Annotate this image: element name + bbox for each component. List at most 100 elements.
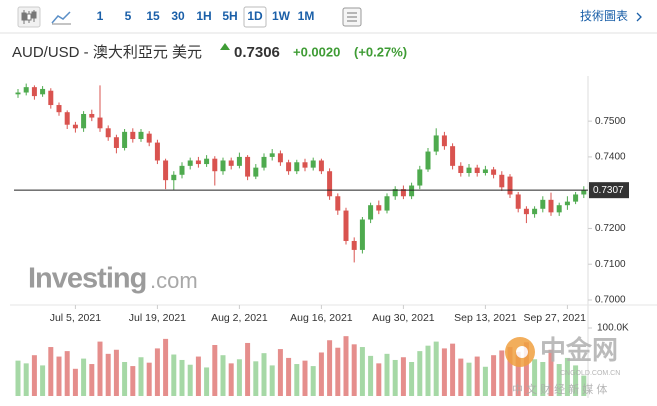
volume-bar: [179, 359, 185, 396]
candle-body: [417, 169, 423, 186]
volume-bar: [507, 347, 513, 396]
brand-suffix: .com: [150, 268, 198, 293]
volume-bar: [351, 344, 357, 396]
volume-bar: [499, 350, 505, 396]
interval-button[interactable]: 15: [146, 9, 160, 23]
quote-change: +0.0020: [293, 44, 340, 59]
candle-body: [499, 174, 505, 188]
candle-body: [359, 219, 365, 250]
candle-body: [335, 196, 341, 211]
candle-body: [318, 160, 324, 172]
volume-bar: [261, 353, 267, 396]
volume-bar: [441, 348, 447, 396]
volume-bar: [310, 366, 316, 396]
quote-price: 0.7306: [234, 44, 280, 61]
volume-bar: [335, 347, 341, 396]
volume-bar: [392, 359, 398, 396]
price-label-box: [589, 182, 629, 199]
volume-bar: [417, 351, 423, 396]
interval-button[interactable]: 1W: [272, 9, 291, 23]
x-tick-label: Aug 30, 2021: [372, 312, 435, 324]
interval-button[interactable]: 5: [125, 9, 132, 23]
candle-body: [187, 160, 193, 166]
candle-body: [228, 160, 234, 166]
candle-body: [261, 156, 267, 168]
candle-body: [548, 199, 554, 213]
interval-button[interactable]: 1M: [298, 9, 315, 23]
volume-bar: [48, 347, 54, 396]
volume-bar: [302, 360, 308, 396]
volume-bar: [343, 336, 349, 396]
x-tick-label: Sep 13, 2021: [454, 312, 517, 324]
volume-bar: [581, 375, 587, 396]
volume-bar: [245, 342, 251, 396]
candle-body: [425, 151, 431, 170]
volume-bar: [138, 357, 144, 396]
x-tick-label: Jul 5, 2021: [50, 312, 102, 324]
volume-bar: [187, 364, 193, 396]
candle-body: [23, 87, 29, 93]
volume-bar: [368, 355, 374, 396]
interval-button[interactable]: 1: [97, 9, 104, 23]
volume-bar: [318, 352, 324, 396]
candle-body: [195, 160, 201, 165]
candle-body: [286, 162, 292, 172]
volume-bar: [433, 341, 439, 396]
quote-change-percent: (+0.27%): [354, 44, 407, 59]
plot: 1 5 15 30 1H 5H 1D 1W 1M0.75000.74000.72000.7100…: [14, 6, 629, 396]
volume-bar: [122, 362, 128, 396]
candle-body: [581, 190, 587, 195]
site-logo-text: 中金网: [540, 335, 618, 365]
volume-bar: [40, 365, 46, 396]
volume-bar: [474, 356, 480, 396]
candle-body: [466, 167, 472, 174]
candle-body: [376, 205, 382, 211]
volume-bar: [220, 355, 226, 396]
table-icon-lines: [347, 12, 357, 22]
site-watermark: 中金网 CNGOLD.COM.CN 中 文 财 经 新 媒 体: [505, 335, 620, 396]
volume-bar: [294, 364, 300, 396]
candle-body: [392, 189, 398, 197]
candle-body: [343, 210, 349, 241]
interval-button[interactable]: 30: [171, 9, 185, 23]
quote-title: AUD/USD - 澳大利亞元 美元: [12, 44, 202, 61]
volume-bar: [130, 366, 136, 396]
candle-body: [384, 196, 390, 211]
site-slogan: 中 文 财 经 新 媒 体: [512, 382, 607, 396]
y-tick-label: 0.7400: [595, 152, 626, 163]
volume-tick-label: 100.0K: [597, 323, 629, 334]
brand-watermark: Investing: [28, 263, 146, 295]
technical-chart-link[interactable]: 技術圖表: [580, 9, 628, 23]
y-tick-label: 0.7200: [595, 223, 626, 234]
volume-bar: [269, 365, 275, 396]
volume-bar: [72, 368, 78, 396]
interval-button[interactable]: 1H: [196, 9, 211, 23]
volume-bar: [359, 347, 365, 396]
candle-body: [179, 165, 185, 175]
candle-body: [64, 112, 70, 125]
interval-button[interactable]: 1D: [247, 9, 263, 23]
candle-body: [515, 194, 521, 209]
candle-body: [556, 205, 562, 213]
candle-body: [146, 133, 152, 143]
line-icon[interactable]: [51, 11, 71, 24]
volume-bar: [564, 357, 570, 396]
candle-body: [171, 174, 177, 181]
volume-bar: [163, 338, 169, 396]
interval-button[interactable]: 5H: [222, 9, 237, 23]
up-arrow: [220, 43, 230, 50]
candle-body: [400, 189, 406, 197]
y-tick-label: 0.7000: [595, 295, 626, 306]
volume-bar: [154, 348, 160, 396]
candle-body: [245, 156, 251, 177]
candle-body: [204, 158, 210, 165]
volume-bar: [450, 343, 456, 396]
candle-body: [351, 240, 357, 250]
candle-body: [507, 176, 513, 195]
volume-bar: [286, 357, 292, 396]
candle-body: [154, 142, 160, 161]
volume-bar: [204, 367, 210, 396]
candle-body: [474, 167, 480, 174]
candle-body: [294, 162, 300, 172]
